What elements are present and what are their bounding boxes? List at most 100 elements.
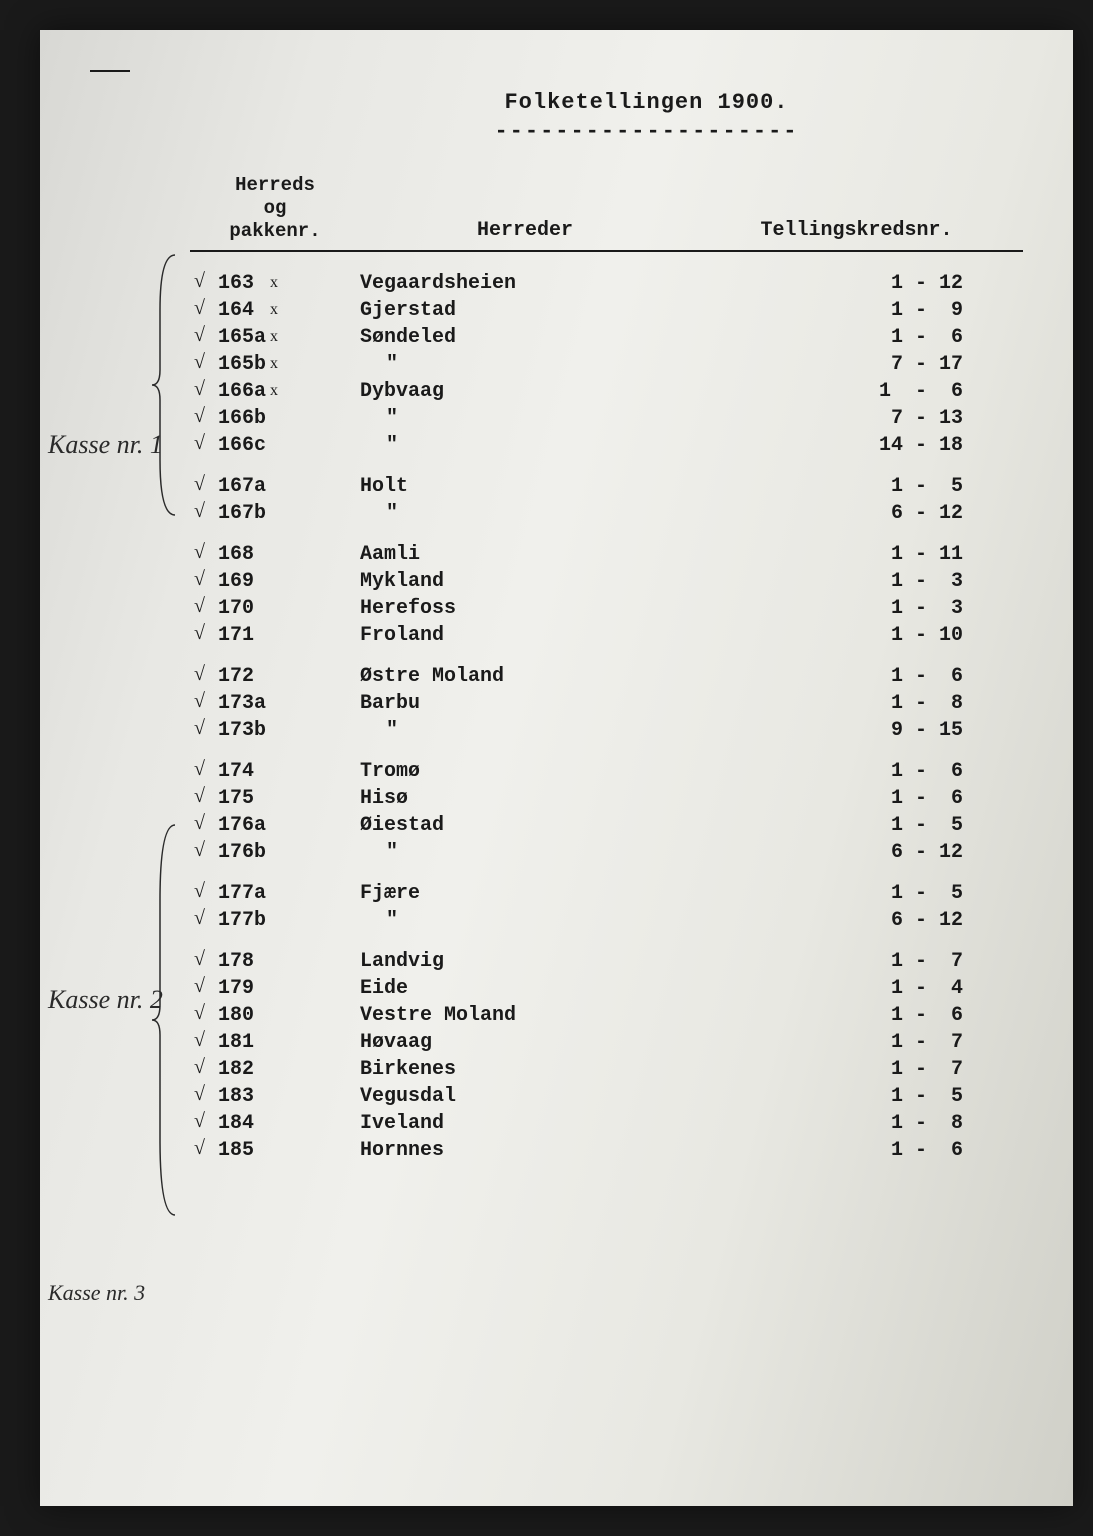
cell-herred: Aamli	[360, 541, 690, 568]
table-row: √171Froland1 - 10	[190, 622, 1023, 649]
cell-pakkenr: 173a	[190, 690, 360, 717]
cell-kreds: 1 - 5	[690, 1083, 1023, 1110]
x-mark-icon: x	[270, 326, 278, 348]
cell-herred: Høvaag	[360, 1029, 690, 1056]
row-group: √x163Vegaardsheien1 - 12√x164Gjerstad1 -…	[190, 270, 1023, 459]
cell-kreds: 1 - 5	[690, 473, 1023, 500]
header-pakkenr: Herreds og pakkenr.	[190, 174, 360, 242]
table-row: √179Eide1 - 4	[190, 975, 1023, 1002]
bracket-icon	[150, 250, 180, 520]
checkmark-icon: √	[194, 878, 205, 905]
checkmark-icon: √	[194, 1054, 205, 1081]
cell-herred: Eide	[360, 975, 690, 1002]
annotation-kasse3: Kasse nr. 3	[48, 1280, 145, 1306]
table-row: √174Tromø1 - 6	[190, 758, 1023, 785]
cell-pakkenr: 166b	[190, 405, 360, 432]
checkmark-icon: √	[194, 1135, 205, 1162]
table-body: √x163Vegaardsheien1 - 12√x164Gjerstad1 -…	[190, 270, 1023, 1164]
header-herreder: Herreder	[360, 219, 690, 242]
checkmark-icon: √	[194, 688, 205, 715]
table-row: √x164Gjerstad1 - 9	[190, 297, 1023, 324]
cell-herred: Øiestad	[360, 812, 690, 839]
table-row: √166c"14 - 18	[190, 432, 1023, 459]
cell-herred: Landvig	[360, 948, 690, 975]
x-mark-icon: x	[270, 272, 278, 294]
cell-pakkenr: 182	[190, 1056, 360, 1083]
cell-kreds: 1 - 6	[690, 785, 1023, 812]
annotation-kasse1: Kasse nr. 1	[48, 430, 163, 460]
cell-kreds: 1 - 6	[690, 378, 1023, 405]
table-row: √173b"9 - 15	[190, 717, 1023, 744]
cell-herred: Hornnes	[360, 1137, 690, 1164]
table-row: √185Hornnes1 - 6	[190, 1137, 1023, 1164]
cell-kreds: 6 - 12	[690, 500, 1023, 527]
cell-herred: Dybvaag	[360, 378, 690, 405]
table-row: √166b"7 - 13	[190, 405, 1023, 432]
cell-pakkenr: 177b	[190, 907, 360, 934]
cell-kreds: 1 - 8	[690, 1110, 1023, 1137]
checkmark-icon: √	[194, 430, 205, 457]
cell-herred: "	[360, 432, 690, 459]
cell-kreds: 1 - 6	[690, 1137, 1023, 1164]
cell-pakkenr: 181	[190, 1029, 360, 1056]
checkmark-icon: √	[194, 905, 205, 932]
cell-pakkenr: 174	[190, 758, 360, 785]
header-line: Herreds	[190, 174, 360, 197]
cell-kreds: 1 - 6	[690, 758, 1023, 785]
table-row: √178Landvig1 - 7	[190, 948, 1023, 975]
cell-herred: "	[360, 839, 690, 866]
cell-kreds: 1 - 11	[690, 541, 1023, 568]
bracket-icon	[150, 820, 180, 1220]
cell-kreds: 1 - 6	[690, 324, 1023, 351]
cell-herred: Vestre Moland	[360, 1002, 690, 1029]
x-mark-icon: x	[270, 380, 278, 402]
checkmark-icon: √	[194, 973, 205, 1000]
cell-pakkenr: 176a	[190, 812, 360, 839]
cell-kreds: 1 - 9	[690, 297, 1023, 324]
x-mark-icon: x	[270, 299, 278, 321]
cell-kreds: 1 - 6	[690, 1002, 1023, 1029]
cell-herred: Vegusdal	[360, 1083, 690, 1110]
cell-herred: "	[360, 500, 690, 527]
table-row: √183Vegusdal1 - 5	[190, 1083, 1023, 1110]
checkmark-icon: √	[194, 403, 205, 430]
table-row: √184Iveland1 - 8	[190, 1110, 1023, 1137]
cell-kreds: 1 - 3	[690, 595, 1023, 622]
cell-herred: Mykland	[360, 568, 690, 595]
cell-kreds: 7 - 17	[690, 351, 1023, 378]
checkmark-icon: √	[194, 1027, 205, 1054]
cell-kreds: 1 - 7	[690, 1056, 1023, 1083]
table-row: √x165aSøndeled1 - 6	[190, 324, 1023, 351]
cell-pakkenr: 167a	[190, 473, 360, 500]
cell-pakkenr: 176b	[190, 839, 360, 866]
header-line: og	[190, 197, 360, 220]
cell-herred: Søndeled	[360, 324, 690, 351]
checkmark-icon: √	[194, 295, 205, 322]
checkmark-icon: √	[194, 715, 205, 742]
cell-kreds: 1 - 5	[690, 880, 1023, 907]
row-group: √177aFjære1 - 5√177b"6 - 12	[190, 880, 1023, 934]
checkmark-icon: √	[194, 322, 205, 349]
x-mark-icon: x	[270, 353, 278, 375]
row-group: √172Østre Moland1 - 6√173aBarbu1 - 8√173…	[190, 663, 1023, 744]
cell-herred: Østre Moland	[360, 663, 690, 690]
cell-pakkenr: 171	[190, 622, 360, 649]
title-underline: --------------------	[270, 119, 1023, 144]
cell-pakkenr: 175	[190, 785, 360, 812]
table-row: √170Herefoss1 - 3	[190, 595, 1023, 622]
checkmark-icon: √	[194, 620, 205, 647]
cell-herred: "	[360, 907, 690, 934]
cell-pakkenr: 170	[190, 595, 360, 622]
checkmark-icon: √	[194, 1108, 205, 1135]
cell-kreds: 1 - 10	[690, 622, 1023, 649]
table-row: √x166aDybvaag1 - 6	[190, 378, 1023, 405]
cell-herred: "	[360, 351, 690, 378]
checkmark-icon: √	[194, 471, 205, 498]
cell-herred: Iveland	[360, 1110, 690, 1137]
document-page: Folketellingen 1900. -------------------…	[40, 30, 1073, 1506]
table-row: √181Høvaag1 - 7	[190, 1029, 1023, 1056]
cell-herred: Herefoss	[360, 595, 690, 622]
checkmark-icon: √	[194, 661, 205, 688]
cell-herred: "	[360, 717, 690, 744]
cell-kreds: 1 - 5	[690, 812, 1023, 839]
